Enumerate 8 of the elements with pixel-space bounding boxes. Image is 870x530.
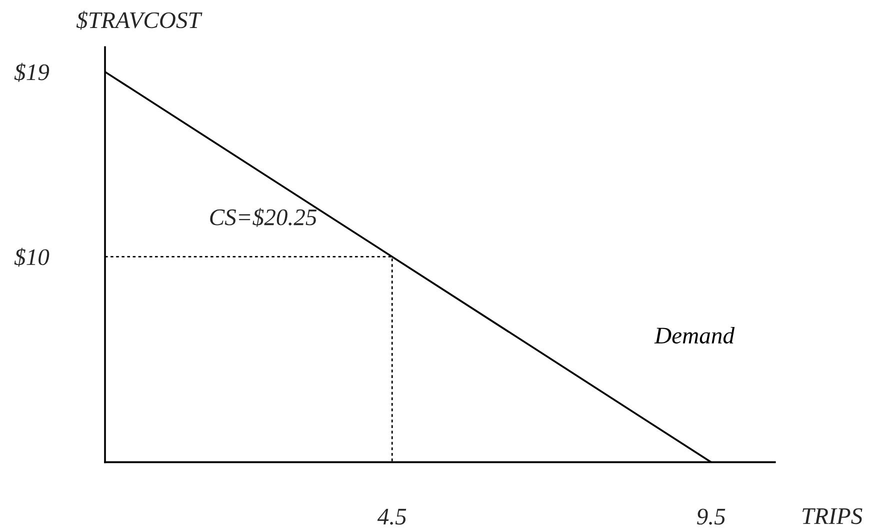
annotation: CS=$20.25: [210, 208, 317, 227]
x-tick-label: 9.5: [697, 508, 726, 525]
y-tick-label: $10: [14, 248, 50, 267]
text: Demand: [654, 326, 735, 344]
y-axis-title: $TRAVCOST: [76, 10, 202, 30]
x-axis-title: TRIPS: [802, 508, 862, 524]
y-tick-label: $19: [14, 62, 50, 82]
x-tick-label: 4.5: [377, 508, 406, 525]
